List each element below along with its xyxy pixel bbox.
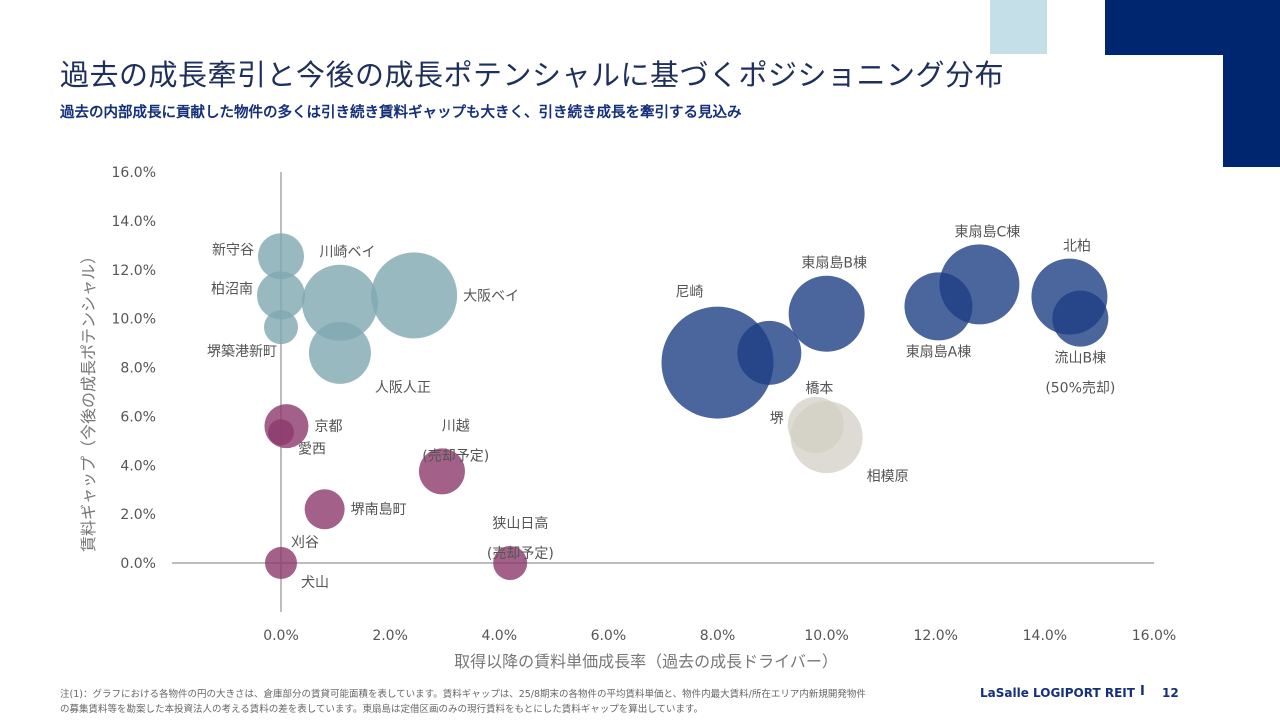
bubble-label: 刈谷: [291, 535, 319, 551]
y-tick-label: 12.0%: [112, 263, 156, 279]
footnote: 注(1)：グラフにおける各物件の円の大きさは、倉庫部分の賃貸可能面積を表していま…: [60, 687, 970, 717]
bubble-navy: [737, 320, 802, 385]
y-tick-label: 10.0%: [112, 312, 156, 328]
bubble-label: 大阪ベイ: [463, 288, 519, 304]
y-tick-label: 0.0%: [120, 556, 156, 572]
y-tick-label: 16.0%: [112, 165, 156, 181]
bubble-label: 新守谷: [212, 242, 254, 258]
bubble-label: (50%売却): [1045, 381, 1115, 397]
x-axis-title: 取得以降の賃料単価成長率（過去の成長ドライバー）: [454, 652, 838, 671]
bubble-navy: [1052, 290, 1109, 347]
bubble-label: 狭山日高: [492, 515, 548, 532]
page-number: 12: [1162, 686, 1179, 700]
decorative-block-light: [990, 0, 1047, 54]
footer-separator: I: [1140, 684, 1145, 699]
chart-axes: 0.0% 2.0% 4.0% 6.0% 8.0% 10.0% 12.0% 14.0% 16.0%…: [112, 165, 1177, 644]
x-tick-label: 12.0%: [914, 628, 958, 644]
bubble-label: 橋本: [805, 381, 833, 397]
bubble-label: 東扇島B棟: [801, 256, 867, 272]
y-tick-label: 4.0%: [120, 458, 156, 474]
bubble-label: 堺南島町: [351, 502, 407, 518]
bubble-label: 東扇島A棟: [906, 344, 972, 360]
x-tick-label: 10.0%: [804, 628, 848, 644]
bubble-navy: [939, 244, 1020, 325]
y-tick-label: 2.0%: [120, 507, 156, 523]
bubble-navy: [788, 275, 865, 352]
x-tick-label: 14.0%: [1023, 628, 1067, 644]
x-tick-label: 6.0%: [591, 628, 627, 644]
bubble-label: 京都: [314, 419, 342, 435]
bubble-label: 人阪人正: [375, 380, 431, 396]
x-tick-label: 4.0%: [481, 628, 517, 644]
bubble-label: 東扇島C棟: [955, 224, 1021, 240]
bubble-label: 犬山: [301, 575, 329, 591]
x-tick-label: 2.0%: [372, 628, 408, 644]
y-tick-label: 6.0%: [120, 409, 156, 425]
bubble-label: 北柏: [1063, 239, 1091, 255]
bubble-label: 柏沼南: [211, 281, 253, 297]
footnote-line-2: の募集賃料等を勘案した本投資法人の考える賃料の差を表しています。東扇島は定借区画…: [60, 704, 704, 715]
y-tick-label: 14.0%: [112, 214, 156, 230]
bubble-label: 尼崎: [676, 285, 704, 301]
bubble-purple: [268, 419, 294, 446]
bubble-purple: [304, 489, 345, 530]
y-axis-title: 賃料ギャップ（今後の成長ポテンシャル）: [79, 248, 98, 552]
bubble-label: (売却予定): [422, 448, 489, 464]
bubble-teal: [301, 264, 378, 341]
bubble-teal: [371, 252, 458, 339]
footnote-line-1: 注(1)：グラフにおける各物件の円の大きさは、倉庫部分の賃貸可能面積を表していま…: [60, 689, 866, 700]
y-tick-label: 8.0%: [120, 361, 156, 377]
bubble-purple: [493, 546, 528, 580]
bubble-label: 相模原: [867, 469, 909, 485]
x-tick-label: 16.0%: [1132, 628, 1176, 644]
x-tick-label: 0.0%: [263, 628, 299, 644]
bubble-teal: [264, 310, 298, 345]
bubble-label: 川崎ベイ: [320, 245, 376, 261]
bubble-label: 流山B棟: [1055, 351, 1107, 367]
bubble-beige: [790, 401, 863, 474]
bubble-teal: [308, 321, 371, 384]
footer-brand: LaSalle LOGIPORT REIT: [980, 686, 1135, 700]
chart-bubbles: [257, 233, 1109, 580]
bubble-teal: [258, 233, 304, 280]
page-subtitle: 過去の内部成長に貢献した物件の多くは引き続き賃料ギャップも大きく、引き続き成長を…: [60, 105, 742, 121]
bubble-purple: [418, 448, 465, 495]
bubble-label: 川越: [442, 418, 470, 434]
bubble-label: 堺: [770, 411, 784, 427]
bubble-label: 愛西: [298, 441, 326, 457]
decorative-block-dark-right: [1223, 0, 1280, 167]
x-tick-label: 8.0%: [700, 628, 736, 644]
bubble-teal: [257, 271, 305, 320]
bubble-label: (売却予定): [487, 546, 554, 562]
bubble-label: 堺築港新町: [207, 344, 277, 360]
page-title: 過去の成長牽引と今後の成長ポテンシャルに基づくポジショニング分布: [60, 58, 1005, 92]
bubble-purple: [265, 547, 297, 579]
